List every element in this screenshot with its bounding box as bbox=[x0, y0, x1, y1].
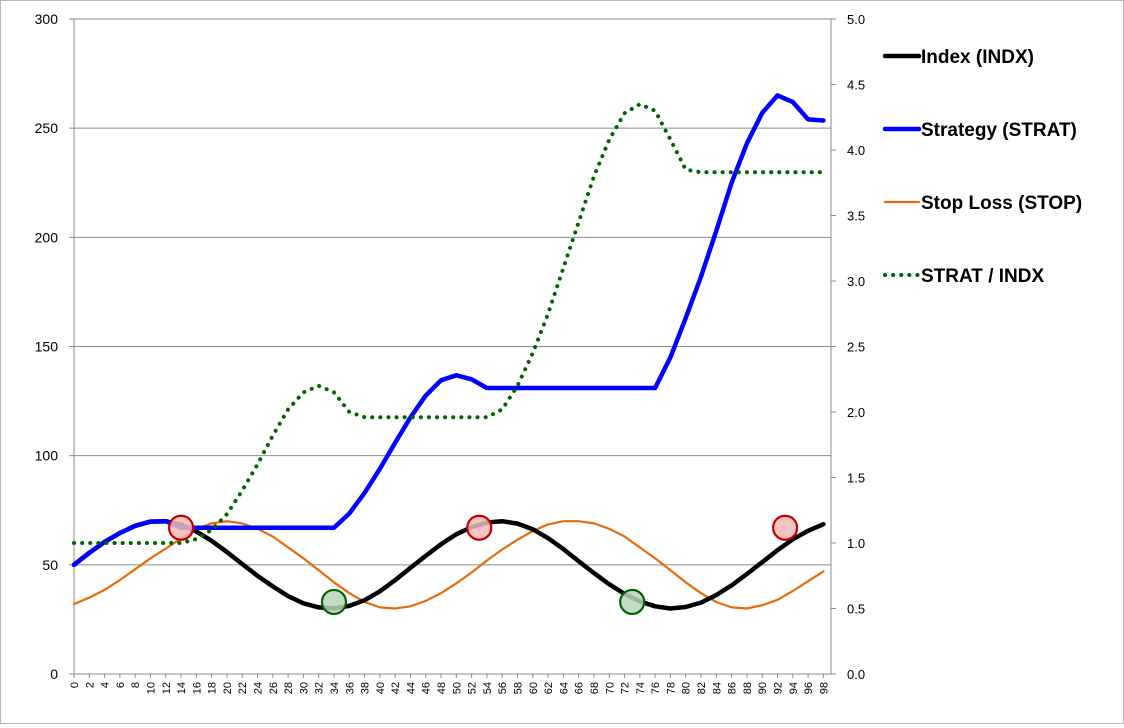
x-tick-label: 54 bbox=[482, 682, 494, 694]
x-tick-label: 52 bbox=[467, 682, 479, 694]
y-tick-label: 100 bbox=[35, 448, 59, 464]
x-tick-label: 74 bbox=[635, 682, 647, 694]
x-tick-label: 58 bbox=[512, 682, 524, 694]
x-tick-label: 56 bbox=[497, 682, 509, 694]
y-tick-label: 300 bbox=[35, 11, 59, 27]
series-line-2 bbox=[71, 93, 826, 568]
y-tick-label: 250 bbox=[35, 120, 59, 136]
x-tick-label: 86 bbox=[727, 682, 739, 694]
x-tick-label: 24 bbox=[253, 682, 265, 694]
x-tick-label: 78 bbox=[665, 682, 677, 694]
y2-tick-label: 3.0 bbox=[847, 274, 865, 289]
x-tick-label: 30 bbox=[298, 682, 310, 694]
x-tick-label: 26 bbox=[268, 682, 280, 694]
x-tick-label: 80 bbox=[681, 682, 693, 694]
x-tick-label: 48 bbox=[436, 682, 448, 694]
x-tick-label: 94 bbox=[788, 682, 800, 694]
x-tick-label: 22 bbox=[237, 682, 249, 694]
gridlines bbox=[74, 18, 831, 566]
x-tick-label: 96 bbox=[803, 682, 815, 694]
y2-tick-label: 5.0 bbox=[847, 12, 865, 27]
y2-tick-label: 1.5 bbox=[847, 471, 865, 486]
series-line-4 bbox=[72, 102, 826, 545]
series-line-1 bbox=[71, 518, 826, 611]
x-tick-label: 12 bbox=[161, 682, 173, 694]
plot-axes bbox=[69, 18, 836, 678]
x-tick-label: 40 bbox=[375, 682, 387, 694]
x-tick-label: 88 bbox=[742, 682, 754, 694]
y2-tick-label: 3.5 bbox=[847, 209, 865, 224]
x-tick-label: 60 bbox=[528, 682, 540, 694]
x-tick-label: 34 bbox=[329, 682, 341, 694]
y2-tick-label: 4.5 bbox=[847, 78, 865, 93]
x-tick-label: 66 bbox=[574, 682, 586, 694]
x-tick-label: 70 bbox=[604, 682, 616, 694]
x-tick-label: 16 bbox=[191, 682, 203, 694]
x-tick-label: 0 bbox=[69, 682, 81, 688]
x-tick-label: 20 bbox=[222, 682, 234, 694]
legend-label: Index (INDX) bbox=[921, 47, 1034, 68]
x-tick-label: 50 bbox=[451, 682, 463, 694]
legend: Index (INDX) Strategy (STRAT) Stop Loss (S… bbox=[882, 47, 1082, 287]
x-tick-label: 10 bbox=[145, 682, 157, 694]
x-tick-label: 90 bbox=[757, 682, 769, 694]
y-tick-label: 50 bbox=[42, 557, 58, 573]
y-axis-right-ticks: 0.0 0.5 1.0 1.5 2.0 2.5 3.0 3.5 4.0 4.5 5.0 bbox=[847, 12, 865, 682]
x-axis-ticks: 0 2 4 6 8 10 12 14 16 18 20 22 24 26 28 30 32 34 36 38 40 42 4… bbox=[69, 682, 830, 694]
y2-tick-label: 2.0 bbox=[847, 405, 865, 420]
y2-tick-label: 4.0 bbox=[847, 143, 865, 158]
x-tick-label: 92 bbox=[772, 682, 784, 694]
y2-tick-label: 2.5 bbox=[847, 340, 865, 355]
sell-marker bbox=[167, 514, 195, 541]
x-tick-label: 44 bbox=[405, 682, 417, 694]
sell-marker bbox=[466, 514, 493, 541]
x-tick-label: 18 bbox=[207, 682, 219, 694]
x-tick-label: 38 bbox=[360, 682, 372, 694]
x-tick-label: 36 bbox=[344, 682, 356, 694]
x-tick-label: 14 bbox=[176, 682, 188, 694]
x-tick-label: 42 bbox=[390, 682, 402, 694]
x-tick-label: 8 bbox=[130, 682, 142, 688]
x-tick-label: 98 bbox=[818, 682, 830, 694]
x-tick-label: 68 bbox=[589, 682, 601, 694]
y2-tick-label: 0.5 bbox=[847, 602, 865, 617]
y2-tick-label: 0.0 bbox=[847, 667, 865, 682]
x-tick-label: 28 bbox=[283, 682, 295, 694]
x-tick-label: 84 bbox=[711, 682, 723, 694]
x-tick-label: 4 bbox=[100, 682, 112, 688]
series-lines bbox=[71, 93, 826, 611]
x-tick-label: 62 bbox=[543, 682, 555, 694]
sell-marker bbox=[772, 514, 799, 541]
x-tick-label: 6 bbox=[115, 682, 127, 688]
buy-marker bbox=[320, 588, 348, 616]
y-tick-label: 0 bbox=[50, 666, 58, 682]
x-tick-label: 32 bbox=[314, 682, 326, 694]
x-tick-label: 46 bbox=[421, 682, 433, 694]
legend-label: Strategy (STRAT) bbox=[921, 120, 1077, 141]
legend-label: Stop Loss (STOP) bbox=[921, 193, 1082, 214]
x-tick-label: 64 bbox=[558, 682, 570, 694]
x-tick-label: 72 bbox=[620, 682, 632, 694]
buy-marker bbox=[619, 588, 646, 616]
x-tick-label: 76 bbox=[650, 682, 662, 694]
y-axis-left-ticks: 0 50 100 150 200 250 300 bbox=[35, 11, 59, 682]
y-tick-label: 200 bbox=[35, 229, 59, 245]
trade-markers bbox=[167, 514, 799, 616]
x-tick-label: 82 bbox=[696, 682, 708, 694]
legend-label: STRAT / INDX bbox=[921, 266, 1044, 287]
x-tick-label: 2 bbox=[84, 682, 96, 688]
y2-tick-label: 1.0 bbox=[847, 536, 865, 551]
y-tick-label: 150 bbox=[35, 339, 59, 355]
